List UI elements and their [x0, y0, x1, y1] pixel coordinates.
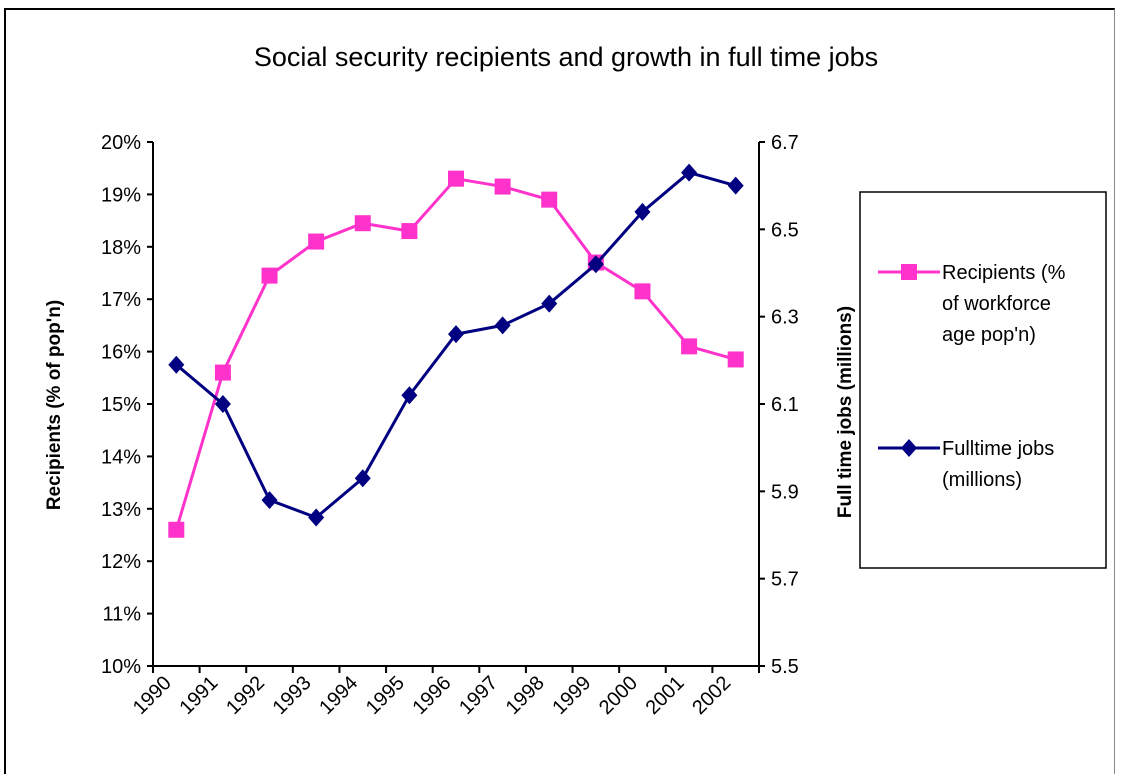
right-tick-label: 6.3 — [771, 307, 799, 329]
data-point — [214, 364, 231, 381]
data-point — [354, 469, 371, 488]
left-tick-label: 16% — [101, 342, 141, 364]
series-line — [174, 177, 737, 531]
left-axis-ticks: 10% 11% 12% 13% 14% 15% 16% 17% 18% 19% 20% — [101, 132, 153, 678]
left-tick-label: 19% — [101, 184, 141, 206]
right-axis-ticks: 5.5 5.7 5.9 6.1 6.3 6.5 6.7 — [759, 132, 799, 678]
data-point — [308, 233, 325, 250]
left-tick-label: 11% — [102, 604, 141, 626]
x-tick-label: 1993 — [269, 672, 316, 719]
data-point — [448, 170, 464, 187]
x-tick-label: 1994 — [315, 672, 362, 719]
data-point — [354, 215, 371, 232]
x-tick-label: 1995 — [362, 672, 409, 719]
legend-label: Recipients (% of workforce age pop'n) — [942, 262, 1066, 346]
data-point — [634, 283, 651, 300]
right-tick-label: 5.9 — [771, 481, 799, 503]
x-tick-label: 1996 — [409, 672, 456, 719]
data-point — [168, 521, 185, 538]
legend-label: Fulltime jobs (millions) — [942, 438, 1054, 491]
legend-entry-1: Recipients (% of workforce age pop'n) — [878, 262, 1066, 346]
x-tick-label: 2001 — [642, 672, 689, 719]
data-point — [681, 163, 698, 182]
data-point — [587, 255, 604, 274]
x-tick-label: 1999 — [548, 672, 595, 719]
right-tick-label: 5.5 — [771, 656, 799, 678]
data-point — [261, 491, 278, 510]
x-tick-label: 1990 — [129, 672, 176, 719]
data-point — [261, 267, 278, 284]
left-tick-label: 18% — [101, 237, 141, 259]
data-point — [541, 191, 558, 208]
x-axis-ticks: 1990 1991 1992 1993 1994 1995 1996 1997 1998 1999… — [129, 666, 760, 719]
series-1 — [168, 170, 744, 538]
data-point — [448, 325, 464, 344]
x-tick-label: 1997 — [455, 672, 502, 719]
left-tick-label: 10% — [101, 656, 141, 678]
left-axis-title: Recipients (% of pop'n) — [44, 300, 65, 510]
left-tick-label: 20% — [101, 132, 141, 154]
series-2 — [168, 163, 744, 527]
series-layer — [168, 163, 744, 538]
right-tick-label: 6.7 — [771, 132, 799, 154]
legend-entry-2: Fulltime jobs (millions) — [878, 438, 1054, 491]
x-tick-label: 2000 — [595, 672, 642, 719]
data-point — [541, 294, 558, 313]
legend-swatch-marker — [901, 264, 917, 280]
x-tick-label: 1998 — [502, 672, 549, 719]
chart-title: Social security recipients and growth in… — [254, 42, 878, 72]
data-point — [401, 386, 418, 405]
left-tick-label: 12% — [101, 551, 141, 573]
data-point — [308, 508, 325, 527]
data-point — [681, 338, 698, 355]
right-tick-label: 5.7 — [771, 569, 799, 591]
data-point — [401, 223, 418, 240]
right-axis-title: Full time jobs (millions) — [835, 306, 856, 518]
data-point — [168, 355, 185, 374]
x-tick-label: 2002 — [688, 672, 735, 719]
right-tick-label: 6.1 — [771, 394, 799, 416]
right-tick-label: 6.5 — [771, 219, 799, 241]
data-point — [727, 176, 744, 195]
x-tick-label: 1991 — [175, 672, 222, 719]
data-point — [634, 202, 651, 221]
x-tick-label: 1992 — [222, 672, 269, 719]
left-tick-label: 14% — [101, 446, 141, 468]
legend: Recipients (% of workforce age pop'n) Fullt… — [859, 191, 1107, 569]
legend-box — [859, 191, 1107, 569]
data-point — [494, 316, 511, 335]
series-line — [175, 170, 737, 520]
left-tick-label: 13% — [101, 499, 141, 521]
legend-swatch-marker — [901, 439, 917, 457]
left-tick-label: 17% — [101, 289, 141, 311]
data-point — [494, 178, 511, 195]
axes — [152, 142, 760, 667]
data-point — [727, 351, 744, 368]
left-tick-label: 15% — [101, 394, 141, 416]
data-point — [214, 395, 231, 413]
